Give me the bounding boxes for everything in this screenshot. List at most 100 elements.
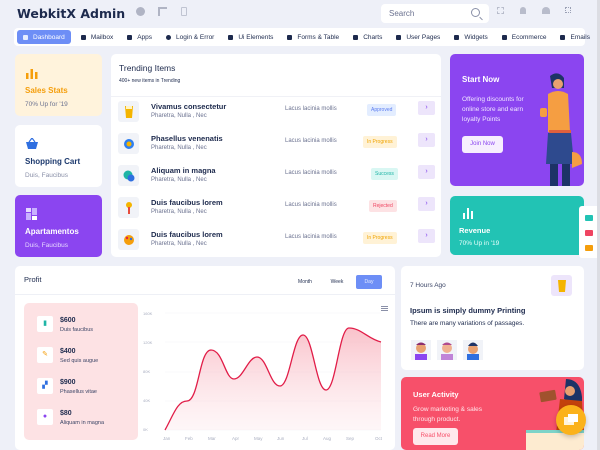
pen-icon <box>228 34 234 40</box>
nav-ui-elements[interactable]: Ui Elements <box>228 30 273 44</box>
revenue-card[interactable]: Revenue 70% Up in '19 <box>450 196 584 255</box>
card-title: Sales Stats <box>25 86 68 95</box>
chart-menu-icon[interactable] <box>381 306 388 311</box>
promo-desc: Offering discounts for online store and … <box>462 96 524 123</box>
pencil-icon: ✎ <box>37 347 53 363</box>
money-icon[interactable] <box>585 215 593 221</box>
grid-icon[interactable] <box>565 7 571 13</box>
nav-label: User Pages <box>406 33 441 41</box>
clipboard-icon[interactable] <box>181 7 187 16</box>
nav-ecommerce[interactable]: Ecommerce <box>501 30 546 44</box>
item-name: Vivamus consectetur <box>151 102 227 111</box>
beer-icon <box>551 275 572 296</box>
x-tick: Oct <box>375 436 383 441</box>
row-arrow-button[interactable]: › <box>418 133 435 147</box>
item-desc: Lacus lacinia mollis <box>285 106 337 112</box>
area-plot <box>164 312 382 431</box>
row-arrow-button[interactable]: › <box>418 101 435 115</box>
trending-items-card: Trending Items 400+ new items in Trendin… <box>111 54 441 257</box>
trending-row: Phasellus venenatis Pharetra, Nulla , Ne… <box>111 128 441 161</box>
start-now-card: Start Now Offering discounts for online … <box>450 54 584 186</box>
layout-icon <box>25 207 92 220</box>
flag-icon[interactable] <box>158 7 167 16</box>
item-sub: Pharetra, Nulla , Nec <box>151 241 207 247</box>
row-arrow-button[interactable]: › <box>418 197 435 211</box>
forms-icon <box>287 34 293 40</box>
divider <box>15 294 395 295</box>
status-badge: In Progress <box>363 136 397 148</box>
basket-icon <box>25 137 92 149</box>
profit-label: Aliquam in magna <box>60 420 105 426</box>
search-input[interactable]: Search <box>381 4 489 23</box>
card-title: Apartamentos <box>25 227 79 236</box>
profit-item: ▞ $900 Phasellus vitae <box>37 378 137 400</box>
profit-title: Profit <box>24 275 42 284</box>
y-tick: 160K <box>143 311 153 316</box>
gift-icon[interactable] <box>585 230 593 236</box>
dashboard-icon <box>23 34 28 40</box>
read-more-button[interactable]: Read More <box>413 428 458 445</box>
nav-apps[interactable]: Apps <box>127 30 152 44</box>
row-arrow-button[interactable]: › <box>418 229 435 243</box>
divider <box>111 96 441 97</box>
card-subtitle: Duis, Faucibus <box>25 242 68 249</box>
floating-action-button[interactable] <box>556 405 586 435</box>
item-sub: Pharetra, Nulla , Nec <box>151 145 207 151</box>
apartamentos-card[interactable]: Apartamentos Duis, Faucibus <box>15 195 102 257</box>
gear-icon <box>118 133 139 154</box>
image-icon: ▞ <box>37 378 53 394</box>
profit-item: ● $80 Aliquam in magna <box>37 409 137 431</box>
x-tick: Feb <box>185 436 193 441</box>
nav-label: Apps <box>137 33 153 41</box>
page-scrollbar[interactable] <box>597 0 600 450</box>
fullscreen-icon[interactable] <box>497 7 504 14</box>
nav-login-error[interactable]: Login & Error <box>166 30 214 44</box>
search-icon[interactable] <box>471 8 480 17</box>
bell-icon[interactable] <box>520 7 526 14</box>
bar-chart-icon <box>25 66 92 79</box>
settings-check-icon <box>118 165 139 186</box>
woman-illustration <box>540 73 582 186</box>
join-now-button[interactable]: Join Now <box>462 136 503 153</box>
tab-day[interactable]: Day <box>356 275 382 289</box>
nav-user-pages[interactable]: User Pages <box>396 30 440 44</box>
nav-label: Ui Elements <box>238 33 274 41</box>
item-sub: Pharetra, Nulla , Nec <box>151 177 207 183</box>
tab-month[interactable]: Month <box>298 279 312 285</box>
item-desc: Lacus lacinia mollis <box>285 202 337 208</box>
main-nav: Dashboard Mailbox Apps Login & Error Ui … <box>14 28 590 46</box>
cart-icon[interactable] <box>585 245 593 251</box>
y-tick: 120K <box>143 340 153 345</box>
user-activity-card: User Activity Grow marketing & sales thr… <box>401 377 584 450</box>
x-tick: Apr <box>232 436 240 441</box>
row-arrow-button[interactable]: › <box>418 165 435 179</box>
item-name: Aliquam in magna <box>151 166 216 175</box>
profit-chart: 160K 120K 80K 40K 0K Jan Feb Mar Apr May… <box>143 306 393 446</box>
user-icon <box>396 34 402 40</box>
trending-row: Duis faucibus lorem Pharetra, Nulla , Ne… <box>111 192 441 225</box>
nav-emails[interactable]: Emails <box>560 30 590 44</box>
news-title: Ipsum is simply dummy Printing <box>410 306 526 315</box>
nav-label: Emails <box>570 33 590 41</box>
promo-title: Start Now <box>462 75 500 84</box>
nav-charts[interactable]: Charts <box>353 30 382 44</box>
nav-dashboard[interactable]: Dashboard <box>17 30 71 44</box>
tab-week[interactable]: Week <box>330 279 344 285</box>
profit-value: $400 <box>60 348 76 355</box>
sales-stats-card[interactable]: Sales Stats 70% Up for '19 <box>15 54 102 116</box>
card-subtitle: 70% Up for '19 <box>25 101 68 108</box>
shopping-cart-card[interactable]: Shopping Cart Duis, Faucibus <box>15 125 102 187</box>
user-icon[interactable] <box>542 7 550 14</box>
nav-forms-table[interactable]: Forms & Table <box>287 30 339 44</box>
status-badge: Success <box>371 168 398 180</box>
nav-mailbox[interactable]: Mailbox <box>80 30 113 44</box>
item-desc: Lacus lacinia mollis <box>285 234 337 240</box>
cart-icon <box>501 34 507 40</box>
beer-icon <box>118 101 139 122</box>
avatar-group <box>411 340 483 360</box>
profit-item: ✎ $400 Sed quis augue <box>37 347 137 369</box>
nav-widgets[interactable]: Widgets <box>454 30 488 44</box>
mailbox-icon <box>80 34 86 40</box>
globe-icon[interactable] <box>136 7 145 16</box>
nav-label: Charts <box>363 33 383 41</box>
